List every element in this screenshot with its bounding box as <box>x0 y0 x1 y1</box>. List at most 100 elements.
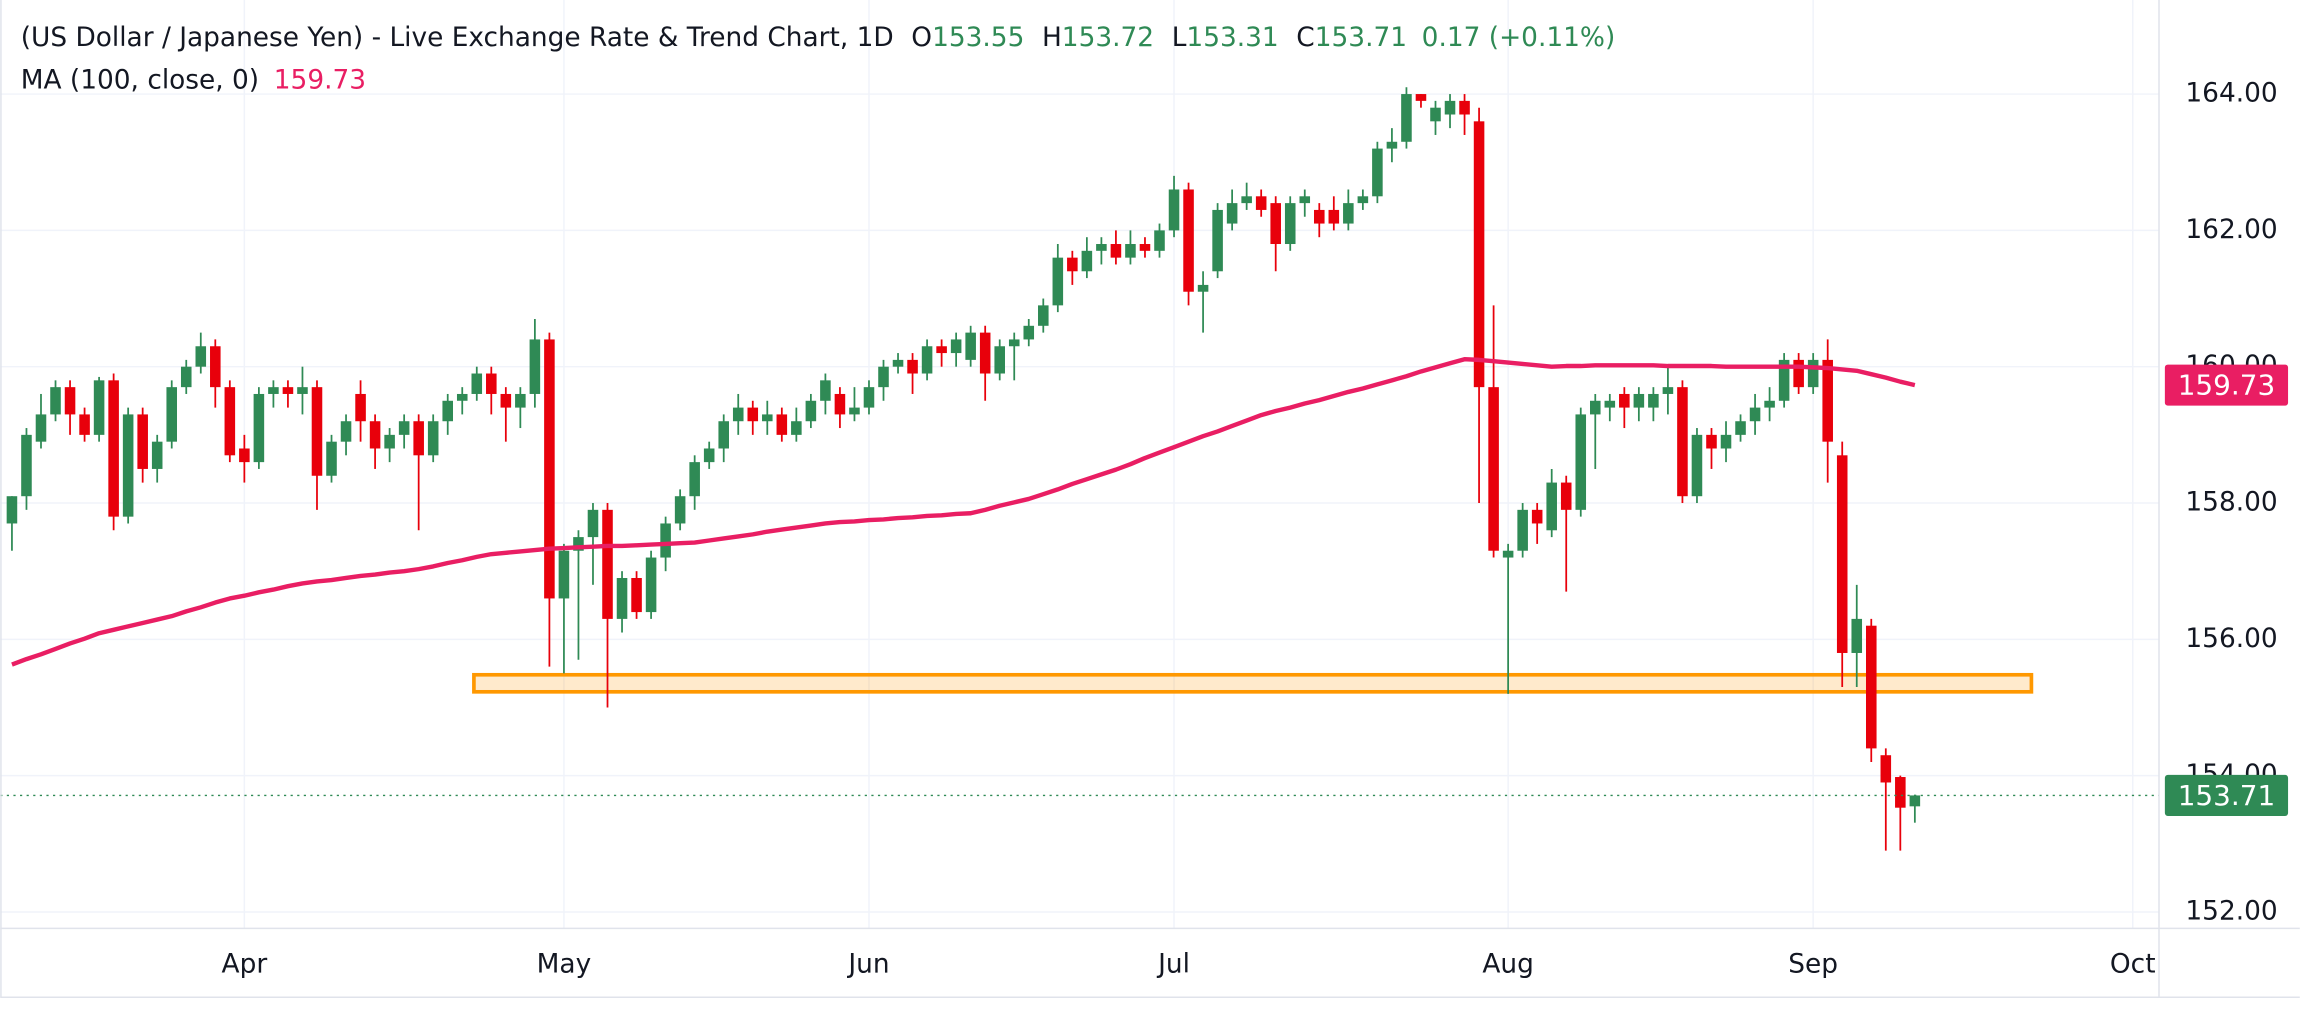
candle-body <box>442 400 454 422</box>
candle-body <box>1212 209 1223 272</box>
candle-body <box>1517 509 1528 551</box>
candle-body <box>834 393 846 415</box>
header-line: (US Dollar / Japanese Yen) - Live Exchan… <box>21 23 1616 53</box>
grid <box>0 0 2160 929</box>
y-tick-label: 162.00 <box>2185 215 2277 245</box>
candle-body <box>863 387 875 408</box>
candle-body <box>1314 209 1325 224</box>
candle-body <box>340 421 352 442</box>
candle-body <box>108 380 119 517</box>
candle-body <box>137 414 148 469</box>
candle-body <box>486 373 497 394</box>
candle-body <box>384 434 395 449</box>
high-label: H <box>1042 23 1062 53</box>
candle-body <box>776 414 788 435</box>
candle-body <box>631 577 642 613</box>
candle-body <box>965 332 976 360</box>
candle-body <box>1633 393 1645 408</box>
candle-body <box>1735 421 1746 435</box>
candle-body <box>1691 434 1703 497</box>
candle-body <box>1139 244 1151 251</box>
x-tick-label: Jun <box>846 950 889 980</box>
candle-body <box>1299 196 1311 204</box>
candle-body <box>1473 121 1485 388</box>
y-tick-label: 152.00 <box>2185 896 2277 926</box>
candle-body <box>1241 196 1252 204</box>
candle-body <box>500 393 512 408</box>
low-label: L <box>1172 23 1187 53</box>
candle-body <box>1604 400 1616 408</box>
candle-body <box>1502 550 1514 558</box>
chart-title: (US Dollar / Japanese Yen) - Live Exchan… <box>21 23 894 53</box>
candle-body <box>1386 141 1398 149</box>
candle-body <box>892 359 904 367</box>
candle-body <box>398 421 410 435</box>
high-value: 153.72 <box>1062 23 1154 53</box>
ma-layer <box>0 357 2160 797</box>
candle-body <box>1343 203 1354 224</box>
candle-body <box>1401 94 1412 142</box>
candle-body <box>1648 393 1659 408</box>
candle-body <box>703 448 715 463</box>
candle-body <box>1459 100 1470 115</box>
candle-body <box>1531 509 1543 524</box>
candle-body <box>732 407 744 422</box>
x-tick-label: Jul <box>1156 950 1190 980</box>
candle-body <box>21 434 32 497</box>
x-tick-label: Aug <box>1482 950 1534 980</box>
candle-body <box>471 373 483 394</box>
candle-body <box>1895 777 1906 808</box>
candle-body <box>297 387 308 394</box>
candle-body <box>645 557 657 613</box>
close-label: C <box>1296 23 1314 53</box>
candle-body <box>166 387 178 442</box>
candle-body <box>1197 284 1209 292</box>
candle-body <box>1793 359 1804 388</box>
price-badge-label: 153.71 <box>2178 779 2275 812</box>
candle-body <box>1168 189 1180 231</box>
candle-body <box>122 414 134 517</box>
candle-body <box>689 462 700 497</box>
candle-body <box>616 577 628 619</box>
close-value: 153.71 <box>1315 23 1407 53</box>
candle-body <box>1560 482 1572 510</box>
candle-body <box>427 421 439 456</box>
candle-body <box>6 496 18 524</box>
price-badge <box>2164 774 2289 816</box>
ma-name: MA (100, close, 0) <box>21 65 259 95</box>
candle-body <box>1865 625 1877 749</box>
candle-body <box>1706 434 1717 449</box>
candle-body <box>994 346 1005 374</box>
candle-body <box>544 339 555 599</box>
candle-body <box>529 339 541 394</box>
candle-body <box>674 496 686 524</box>
ma-value: 159.73 <box>274 65 366 95</box>
price-badge-label: 159.73 <box>2178 369 2275 402</box>
candle-body <box>1023 325 1035 340</box>
candle-body <box>1270 203 1281 245</box>
candle-body <box>326 441 337 476</box>
candle-body <box>1822 359 1833 442</box>
candle-body <box>50 387 61 415</box>
x-tick-label: Oct <box>2110 950 2156 980</box>
candle-body <box>1081 250 1093 272</box>
price-badge <box>2164 364 2289 406</box>
candle-body <box>1226 203 1238 224</box>
candle-body <box>515 393 526 408</box>
candle-body <box>1154 230 1165 251</box>
candle-body <box>1720 434 1732 449</box>
zone-layer <box>472 672 2034 694</box>
y-tick-label: 158.00 <box>2185 488 2277 518</box>
candle-body <box>820 380 831 401</box>
candle-body <box>907 359 918 374</box>
candle-body <box>747 407 759 422</box>
candle-body <box>1183 189 1194 292</box>
candle-body <box>413 421 424 456</box>
candle-body <box>1619 393 1630 408</box>
open-label: O <box>911 23 932 53</box>
candle-body <box>456 393 468 401</box>
candle-body <box>1444 100 1456 115</box>
candle-body <box>1488 387 1499 551</box>
x-tick-label: Sep <box>1788 950 1838 980</box>
